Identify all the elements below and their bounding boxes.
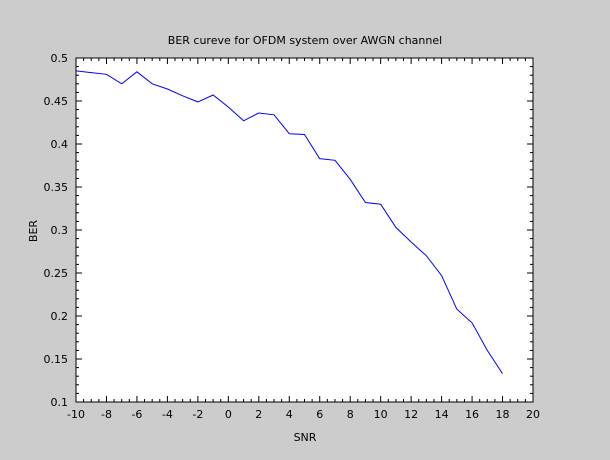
x-tick-label: -4 (162, 408, 173, 421)
x-tick-label: 4 (286, 408, 293, 421)
x-tick-label: -8 (101, 408, 112, 421)
x-tick-label: 2 (255, 408, 262, 421)
y-tick-label: 0.3 (51, 224, 69, 237)
chart-title: BER cureve for OFDM system over AWGN cha… (168, 34, 442, 47)
x-tick-label: 16 (465, 408, 479, 421)
y-tick-label: 0.4 (51, 138, 69, 151)
y-tick-label: 0.35 (44, 181, 69, 194)
x-tick-label: -10 (67, 408, 85, 421)
x-tick-label: 8 (347, 408, 354, 421)
y-tick-label: 0.2 (51, 310, 69, 323)
y-tick-label: 0.5 (51, 52, 69, 65)
x-axis-label: SNR (294, 431, 317, 444)
x-tick-label: -2 (192, 408, 203, 421)
y-axis: 0.1 0.15 0.2 0.25 0.3 0.35 0.4 0.45 0.5 (44, 52, 533, 409)
x-tick-label: 6 (316, 408, 323, 421)
x-axis: -10 -8 -6 -4 -2 0 2 4 6 8 10 12 14 16 18 20 (67, 58, 540, 421)
y-tick-label: 0.1 (51, 396, 69, 409)
x-tick-label: 0 (225, 408, 232, 421)
series-line-ber (75, 70, 503, 374)
x-tick-label: 12 (404, 408, 418, 421)
x-tick-label: 14 (435, 408, 449, 421)
plot-area (75, 57, 534, 403)
x-tick-label: -6 (131, 408, 142, 421)
y-tick-label: 0.15 (44, 353, 69, 366)
y-tick-label: 0.25 (44, 267, 69, 280)
x-tick-label: 10 (374, 408, 388, 421)
y-tick-label: 0.45 (44, 95, 69, 108)
x-tick-label: 18 (496, 408, 510, 421)
y-axis-label: BER (27, 220, 40, 242)
x-tick-label: 20 (526, 408, 540, 421)
